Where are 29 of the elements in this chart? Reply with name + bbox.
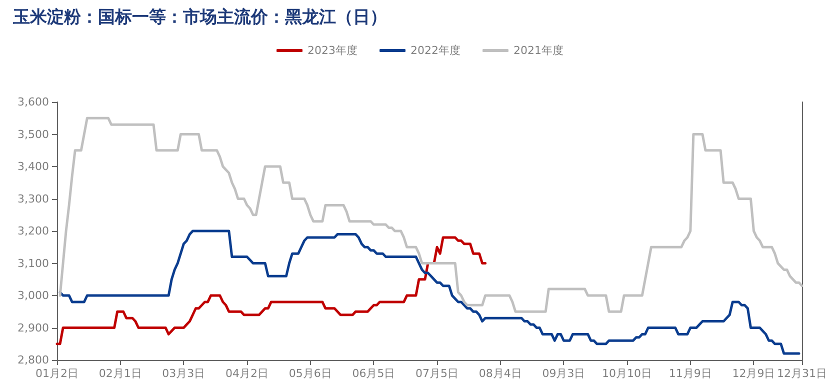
y-tick-label: 3,200	[18, 224, 49, 238]
x-tick-label: 02月1日	[98, 367, 142, 380]
x-tick-label: 10月10日	[602, 367, 652, 380]
y-tick-label: 2,900	[18, 321, 49, 334]
legend-label: 2023年度	[308, 44, 358, 57]
x-tick-label: 05月6日	[288, 367, 332, 380]
line-series	[58, 116, 804, 313]
x-tick-label: 03月3日	[162, 367, 206, 380]
x-tick-label: 01月2日	[36, 367, 78, 380]
y-tick-label: 3,600	[18, 96, 49, 108]
x-tick-label: 08月4日	[478, 367, 522, 380]
x-tick-label: 07月5日	[416, 367, 459, 380]
x-tick-label: 09月3日	[542, 367, 586, 380]
legend-label: 2021年度	[513, 44, 564, 57]
line-series	[56, 236, 487, 346]
line-series	[58, 230, 800, 355]
x-tick-label: 04月2日	[226, 367, 269, 380]
chart-title: 玉米淀粉：国标一等：市场主流价：黑龙江（日）	[12, 8, 387, 28]
x-tick-label: 12月31日	[777, 367, 827, 380]
y-tick-label: 3,400	[18, 160, 49, 173]
y-tick-label: 3,300	[18, 192, 49, 206]
y-tick-label: 3,100	[18, 256, 49, 270]
x-tick-label: 06月5日	[352, 367, 396, 380]
y-tick-label: 2,800	[18, 354, 49, 366]
x-tick-label: 12月9日	[732, 367, 776, 380]
y-tick-label: 3,000	[18, 289, 49, 302]
legend-label: 2022年度	[410, 44, 461, 57]
x-tick-label: 11月9日	[668, 367, 712, 380]
y-tick-label: 3,500	[18, 128, 49, 141]
